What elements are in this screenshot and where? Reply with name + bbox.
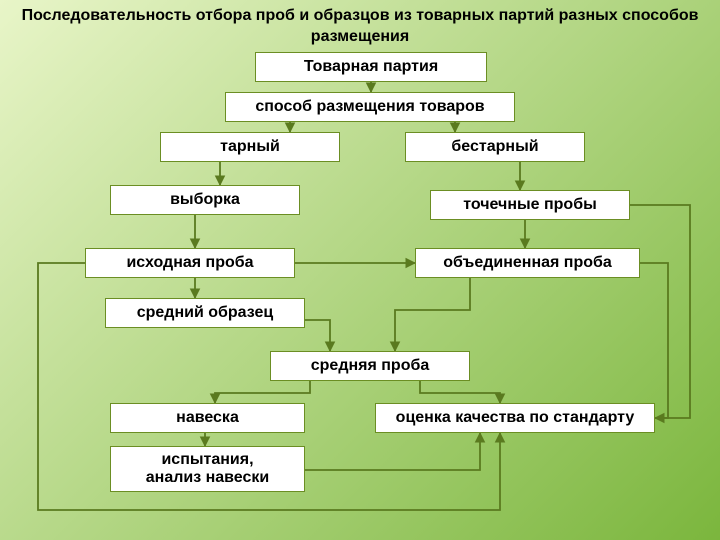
edge-tochechnye-ocenka xyxy=(630,205,690,418)
node-naveska: навеска xyxy=(110,403,305,433)
edge-ispytaniya-ocenka xyxy=(305,433,480,470)
edge-obedinennaya-ocenka xyxy=(640,263,668,418)
node-sredproba: средняя проба xyxy=(270,351,470,381)
node-ishodnaya: исходная проба xyxy=(85,248,295,278)
node-obedinennaya: объединенная проба xyxy=(415,248,640,278)
node-ocenka: оценка качества по стандарту xyxy=(375,403,655,433)
edge-sredproba-ocenka xyxy=(420,381,500,403)
node-tovarnaya: Товарная партия xyxy=(255,52,487,82)
node-vyborka: выборка xyxy=(110,185,300,215)
node-bestarniy: бестарный xyxy=(405,132,585,162)
edge-sredproba-naveska xyxy=(215,381,310,403)
node-sredobrazec: средний образец xyxy=(105,298,305,328)
diagram-canvas: Последовательность отбора проб и образцо… xyxy=(0,0,720,540)
edge-obedinennaya-sredproba xyxy=(395,278,470,351)
node-tarniy: тарный xyxy=(160,132,340,162)
diagram-title: Последовательность отбора проб и образцо… xyxy=(0,6,720,48)
node-sposob: способ размещения товаров xyxy=(225,92,515,122)
node-ispytaniya: испытания,анализ навески xyxy=(110,446,305,492)
node-tochechnye: точечные пробы xyxy=(430,190,630,220)
